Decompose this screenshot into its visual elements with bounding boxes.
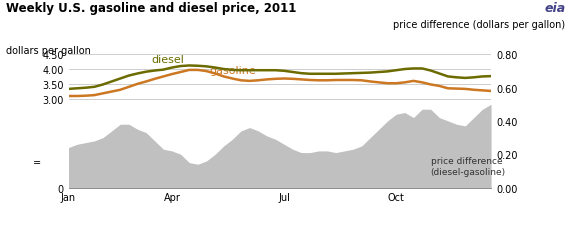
- Text: diesel: diesel: [151, 55, 184, 65]
- Text: gasoline: gasoline: [209, 66, 256, 76]
- Text: dollars per gallon: dollars per gallon: [6, 45, 91, 55]
- Text: price difference (dollars per gallon): price difference (dollars per gallon): [393, 20, 565, 30]
- Text: eia: eia: [544, 2, 565, 15]
- Text: Weekly U.S. gasoline and diesel price, 2011: Weekly U.S. gasoline and diesel price, 2…: [6, 2, 296, 15]
- Text: =: =: [33, 158, 41, 168]
- Text: price difference
(diesel-gasoline): price difference (diesel-gasoline): [431, 156, 506, 177]
